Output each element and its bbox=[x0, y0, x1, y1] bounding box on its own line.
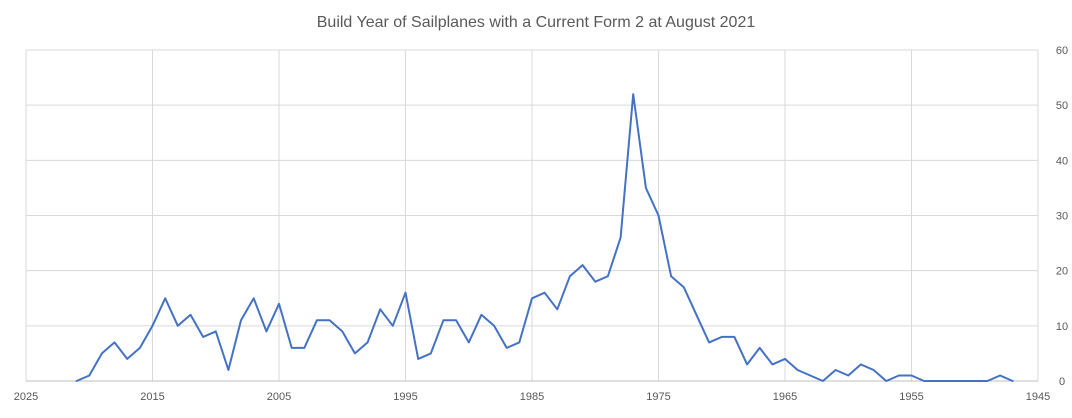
data-point bbox=[164, 297, 166, 299]
data-point bbox=[253, 297, 255, 299]
data-point bbox=[771, 363, 773, 365]
data-point bbox=[898, 374, 900, 376]
x-tick-label: 1955 bbox=[899, 391, 923, 403]
data-point bbox=[543, 292, 545, 294]
data-point bbox=[303, 347, 305, 349]
data-point bbox=[392, 325, 394, 327]
data-point bbox=[784, 358, 786, 360]
data-point bbox=[645, 187, 647, 189]
data-point bbox=[607, 275, 609, 277]
y-tick-label: 30 bbox=[1056, 211, 1068, 223]
x-tick-label: 1985 bbox=[520, 391, 544, 403]
data-point bbox=[531, 297, 533, 299]
data-point bbox=[126, 358, 128, 360]
x-tick-label: 1995 bbox=[393, 391, 417, 403]
data-point bbox=[872, 369, 874, 371]
data-point bbox=[809, 374, 811, 376]
data-point bbox=[227, 369, 229, 371]
data-point bbox=[265, 330, 267, 332]
data-point bbox=[961, 380, 963, 382]
data-point bbox=[733, 336, 735, 338]
data-point bbox=[746, 363, 748, 365]
data-point bbox=[430, 352, 432, 354]
data-point bbox=[885, 380, 887, 382]
data-point bbox=[759, 347, 761, 349]
data-point bbox=[354, 352, 356, 354]
data-point bbox=[847, 374, 849, 376]
gridlines bbox=[25, 49, 1039, 381]
data-point bbox=[341, 330, 343, 332]
data-point bbox=[88, 374, 90, 376]
data-point bbox=[594, 281, 596, 283]
x-tick-label: 1965 bbox=[773, 391, 797, 403]
data-point bbox=[999, 374, 1001, 376]
data-point bbox=[139, 347, 141, 349]
series-layer bbox=[75, 93, 1014, 382]
data-point bbox=[556, 308, 558, 310]
data-point bbox=[923, 380, 925, 382]
y-tick-label: 40 bbox=[1056, 155, 1068, 167]
data-point bbox=[113, 341, 115, 343]
chart-title: Build Year of Sailplanes with a Current … bbox=[317, 14, 756, 31]
data-point bbox=[455, 319, 457, 321]
data-point bbox=[683, 286, 685, 288]
data-point bbox=[101, 352, 103, 354]
data-point bbox=[316, 319, 318, 321]
data-point bbox=[632, 93, 634, 95]
data-point bbox=[860, 363, 862, 365]
data-point bbox=[569, 275, 571, 277]
data-point bbox=[177, 325, 179, 327]
data-point bbox=[796, 369, 798, 371]
data-point bbox=[328, 319, 330, 321]
data-point bbox=[442, 319, 444, 321]
y-tick-label: 0 bbox=[1059, 376, 1065, 388]
data-point bbox=[480, 314, 482, 316]
x-tick-label: 2025 bbox=[14, 391, 38, 403]
data-point bbox=[948, 380, 950, 382]
data-point bbox=[657, 214, 659, 216]
data-point bbox=[468, 341, 470, 343]
y-tick-label: 20 bbox=[1056, 266, 1068, 278]
data-point bbox=[721, 336, 723, 338]
data-point bbox=[936, 380, 938, 382]
data-point bbox=[366, 341, 368, 343]
data-point bbox=[518, 341, 520, 343]
data-point bbox=[189, 314, 191, 316]
data-point bbox=[417, 358, 419, 360]
data-point bbox=[151, 325, 153, 327]
data-point bbox=[506, 347, 508, 349]
data-point bbox=[708, 341, 710, 343]
data-point bbox=[581, 264, 583, 266]
x-tick-label: 2015 bbox=[140, 391, 164, 403]
y-tick-label: 60 bbox=[1056, 45, 1068, 57]
data-point bbox=[974, 380, 976, 382]
data-point bbox=[75, 380, 77, 382]
x-tick-label: 1945 bbox=[1026, 391, 1050, 403]
y-tick-label: 50 bbox=[1056, 100, 1068, 112]
data-point bbox=[834, 369, 836, 371]
y-tick-label: 10 bbox=[1056, 321, 1068, 333]
data-point bbox=[379, 308, 381, 310]
data-point bbox=[822, 380, 824, 382]
data-point bbox=[278, 303, 280, 305]
data-point bbox=[670, 275, 672, 277]
data-point bbox=[291, 347, 293, 349]
x-tick-label: 2005 bbox=[267, 391, 291, 403]
data-point bbox=[215, 330, 217, 332]
data-point bbox=[493, 325, 495, 327]
data-point bbox=[1012, 380, 1014, 382]
data-point bbox=[986, 380, 988, 382]
data-point bbox=[695, 314, 697, 316]
data-point bbox=[910, 374, 912, 376]
data-point bbox=[404, 292, 406, 294]
data-point bbox=[240, 319, 242, 321]
x-tick-label: 1975 bbox=[646, 391, 670, 403]
data-point bbox=[619, 236, 621, 238]
data-point bbox=[202, 336, 204, 338]
series-line-0 bbox=[75, 93, 1014, 382]
axes: 0 10 20 30 40 50 60 2025 2015 2005 1995 1985 1975 196… bbox=[14, 45, 1068, 403]
